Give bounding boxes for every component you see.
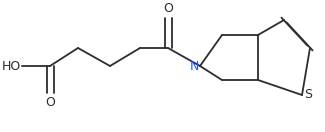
Text: O: O <box>45 96 55 109</box>
Text: HO: HO <box>2 60 21 72</box>
Text: O: O <box>163 2 173 15</box>
Text: S: S <box>304 88 312 102</box>
Text: N: N <box>189 60 199 72</box>
